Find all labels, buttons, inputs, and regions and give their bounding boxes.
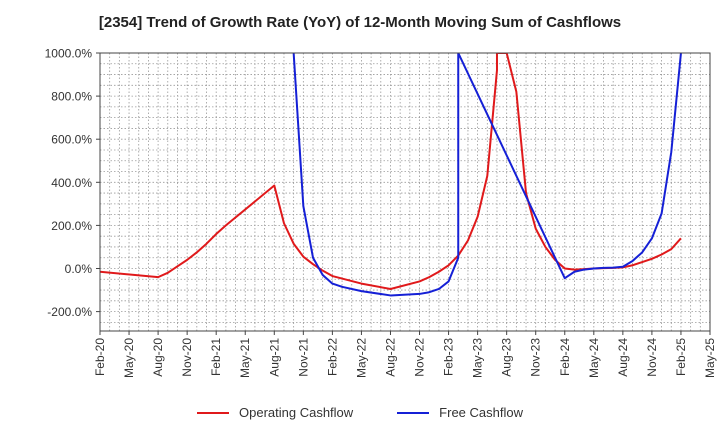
x-tick-label: Feb-25 (674, 338, 688, 376)
x-tick-label: Nov-23 (529, 338, 543, 377)
legend-label: Operating Cashflow (239, 405, 354, 420)
legend-swatch (197, 411, 229, 414)
x-tick-label: Nov-21 (296, 338, 310, 377)
legend: Operating Cashflow Free Cashflow (0, 405, 720, 420)
x-tick-label: May-23 (471, 338, 485, 378)
x-tick-label: Aug-23 (500, 338, 514, 377)
legend-swatch (397, 411, 430, 414)
x-tick-label: May-22 (354, 338, 368, 378)
x-tick-label: May-20 (122, 338, 136, 378)
y-tick-label: 200.0% (51, 219, 92, 233)
x-tick-label: Aug-21 (267, 338, 281, 377)
x-tick-label: May-24 (587, 338, 601, 378)
y-tick-label: 1000.0% (45, 47, 93, 61)
x-tick-label: Feb-24 (558, 338, 572, 376)
series-layer (100, 53, 682, 297)
plot-frame (99, 52, 711, 332)
chart-title: [2354] Trend of Growth Rate (YoY) of 12-… (98, 14, 622, 31)
x-tick-label: Feb-22 (325, 338, 339, 376)
y-tick-label: -200.0% (47, 305, 92, 319)
x-tick-label: Feb-23 (442, 338, 456, 376)
x-tick-label: May-21 (238, 338, 252, 378)
x-tick-label: Feb-20 (93, 338, 107, 376)
legend-item: Operating Cashflow (197, 405, 353, 420)
x-tick-label: Aug-20 (151, 338, 165, 377)
grid-layer (100, 53, 710, 331)
legend-label: Free Cashflow (439, 405, 523, 420)
series-line-free-cashflow (292, 53, 682, 297)
x-tick-label: Aug-22 (383, 338, 397, 377)
x-tick-label: Aug-24 (616, 338, 630, 377)
y-tick-label: 400.0% (51, 176, 92, 190)
y-tick-label: 0.0% (65, 262, 93, 276)
x-tick-label: Nov-20 (180, 338, 194, 377)
axis-layer: 1000.0% 800.0% 600.0% 400.0% 200.0% 0.0% -200.… (45, 47, 717, 379)
x-tick-label: May-25 (703, 338, 717, 378)
x-tick-label: Nov-24 (645, 338, 659, 377)
x-tick-label: Feb-21 (209, 338, 223, 376)
x-tick-label: Nov-22 (413, 338, 427, 377)
y-tick-label: 600.0% (51, 133, 92, 147)
y-tick-label: 800.0% (51, 90, 92, 104)
legend-item: Free Cashflow (397, 405, 523, 420)
